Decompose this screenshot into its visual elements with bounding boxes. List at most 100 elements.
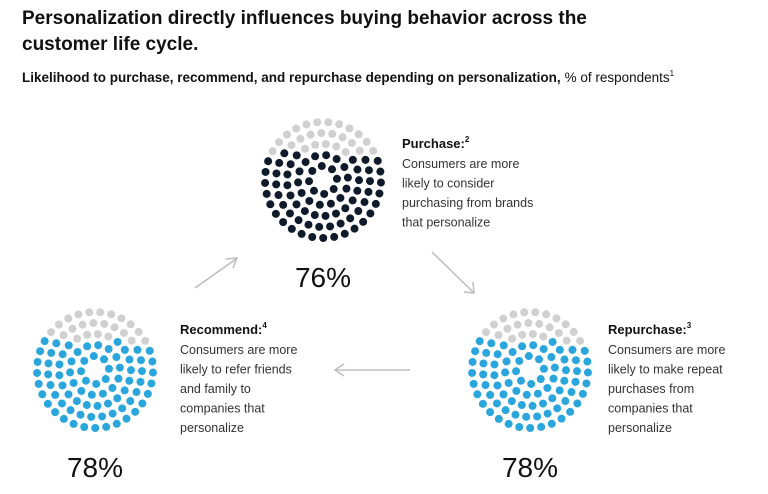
dot bbox=[113, 337, 122, 346]
dot bbox=[336, 193, 345, 202]
dot bbox=[332, 174, 341, 183]
dot bbox=[362, 137, 371, 146]
dot bbox=[350, 224, 359, 233]
dot bbox=[550, 363, 559, 372]
subtitle: Likelihood to purchase, recommend, and r… bbox=[22, 69, 675, 85]
dot bbox=[338, 133, 347, 142]
dot bbox=[364, 166, 373, 175]
dot bbox=[311, 140, 320, 149]
dot bbox=[518, 330, 527, 339]
dot bbox=[114, 374, 123, 383]
dot bbox=[292, 124, 301, 133]
dot bbox=[275, 158, 284, 167]
dot bbox=[468, 368, 477, 377]
dot bbox=[317, 129, 326, 138]
dot bbox=[543, 383, 552, 392]
dot bbox=[58, 381, 67, 390]
dot bbox=[493, 350, 502, 359]
dot bbox=[74, 310, 83, 319]
dot bbox=[320, 189, 329, 198]
dot bbox=[566, 407, 575, 416]
dot bbox=[108, 409, 117, 418]
dot bbox=[313, 118, 322, 127]
stage-description: likely to make repeat bbox=[608, 363, 723, 377]
dot bbox=[54, 320, 63, 329]
dot bbox=[294, 178, 303, 187]
dot bbox=[493, 381, 502, 390]
dot bbox=[112, 353, 121, 362]
dot bbox=[376, 178, 385, 187]
dot bbox=[516, 376, 525, 385]
dot bbox=[295, 167, 304, 176]
dot bbox=[33, 357, 42, 366]
dot bbox=[504, 378, 513, 387]
dot bbox=[482, 348, 491, 357]
stage-description: Consumers are more bbox=[608, 343, 725, 357]
dot bbox=[561, 320, 570, 329]
dot bbox=[328, 129, 337, 138]
dot bbox=[36, 347, 45, 356]
dot bbox=[332, 155, 341, 164]
dot bbox=[515, 422, 524, 431]
stage-description: likely to refer friends bbox=[180, 363, 292, 377]
dot bbox=[78, 320, 87, 329]
dot bbox=[479, 359, 488, 368]
dot bbox=[83, 342, 92, 351]
dot bbox=[38, 390, 47, 399]
dot bbox=[275, 138, 284, 147]
dot bbox=[509, 310, 518, 319]
dot bbox=[489, 320, 498, 329]
dot bbox=[112, 419, 121, 428]
dot bbox=[136, 377, 145, 386]
dot bbox=[573, 399, 582, 408]
dot bbox=[469, 379, 478, 388]
dot bbox=[522, 412, 531, 421]
dot bbox=[515, 356, 524, 365]
dot bbox=[348, 155, 357, 164]
dot bbox=[508, 334, 517, 343]
dot bbox=[504, 419, 513, 428]
dot bbox=[576, 336, 585, 345]
dot bbox=[117, 314, 126, 323]
dot bbox=[69, 378, 78, 387]
dot bbox=[341, 147, 350, 156]
dot bbox=[347, 138, 356, 147]
dot bbox=[118, 404, 127, 413]
dot bbox=[282, 130, 291, 139]
stage-name: Repurchase: bbox=[608, 322, 687, 337]
dot bbox=[102, 422, 111, 431]
dot bbox=[555, 386, 564, 395]
dot bbox=[547, 419, 556, 428]
dot bbox=[292, 200, 301, 209]
dot bbox=[343, 173, 352, 182]
dot bbox=[76, 410, 85, 419]
dot bbox=[537, 422, 546, 431]
dot bbox=[55, 360, 64, 369]
dot bbox=[511, 410, 520, 419]
dot bbox=[359, 217, 368, 226]
dot bbox=[122, 414, 131, 423]
arrow bbox=[431, 251, 474, 293]
dot bbox=[69, 419, 78, 428]
dot bbox=[47, 348, 56, 357]
dot bbox=[80, 422, 89, 431]
dot bbox=[335, 120, 344, 129]
dot bbox=[40, 337, 49, 346]
dot bbox=[92, 379, 101, 388]
dot bbox=[292, 151, 301, 160]
dot bbox=[136, 356, 145, 365]
value-label: 76% bbox=[295, 262, 351, 293]
dot bbox=[34, 379, 43, 388]
dot bbox=[115, 363, 124, 372]
dot bbox=[89, 352, 98, 361]
dot bbox=[301, 144, 310, 153]
dot bbox=[33, 368, 42, 377]
dot-chart bbox=[468, 308, 592, 432]
dot bbox=[482, 328, 491, 337]
dot bbox=[287, 141, 296, 150]
dot bbox=[492, 399, 501, 408]
dot bbox=[266, 200, 275, 209]
dot bbox=[134, 327, 143, 336]
dot bbox=[543, 409, 552, 418]
dot bbox=[353, 186, 362, 195]
